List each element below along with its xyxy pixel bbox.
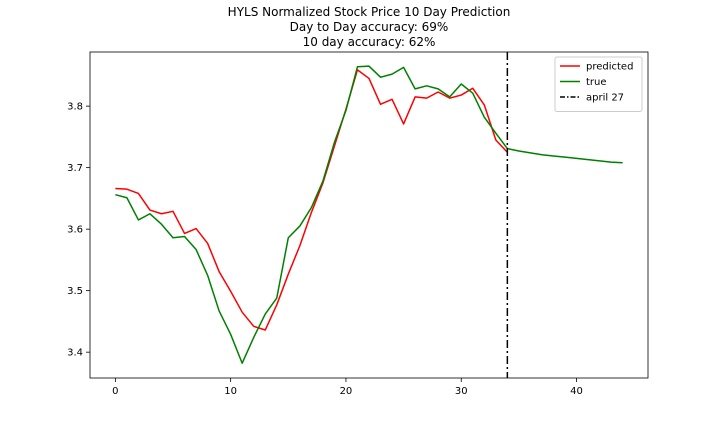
axes-frame [89,51,649,379]
legend-label-true: true [586,77,607,88]
plot-lines [115,52,623,378]
chart-title-line-3: 10 day accuracy: 62% [303,35,436,49]
legend-label-predicted: predicted [586,62,633,73]
x-tick-label: 40 [570,386,583,397]
y-tick-label: 3.7 [67,163,83,174]
x-tick-label: 10 [224,386,237,397]
legend-label-april-27: april 27 [586,93,624,104]
series-line-true [115,65,623,364]
y-tick-label: 3.6 [67,225,83,236]
legend-box [554,56,643,112]
y-tick-label: 3.8 [67,102,83,113]
x-tick-label: 0 [112,386,118,397]
x-tick-label: 20 [340,386,353,397]
x-tick-label: 30 [455,386,468,397]
legend: predicted true april 27 [554,56,643,112]
y-tick-label: 3.5 [67,286,83,297]
chart-title: HYLS Normalized Stock Price 10 Day Predi… [228,5,511,49]
chart-title-line-1: HYLS Normalized Stock Price 10 Day Predi… [228,5,511,19]
series-line-predicted [115,69,508,331]
y-axis: 3.4 3.5 3.6 3.7 3.8 [67,102,90,359]
y-tick-label: 3.4 [67,348,83,359]
chart-title-line-2: Day to Day accuracy: 69% [290,20,449,34]
x-axis: 0 10 20 30 40 [112,378,583,397]
